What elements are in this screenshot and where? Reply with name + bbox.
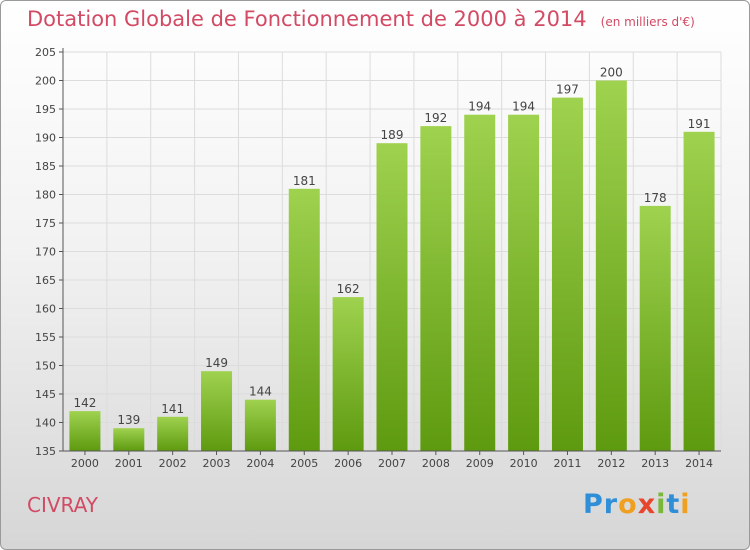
brand-letter: i bbox=[680, 489, 691, 520]
y-tick-label: 135 bbox=[35, 445, 56, 458]
bar-2010 bbox=[508, 114, 540, 451]
bar-2004 bbox=[244, 399, 276, 451]
y-tick-label: 175 bbox=[35, 217, 56, 230]
x-tick-label: 2013 bbox=[641, 457, 669, 470]
x-tick-label: 2010 bbox=[510, 457, 538, 470]
x-tick-label: 2014 bbox=[685, 457, 713, 470]
bar-value-label: 191 bbox=[688, 117, 711, 131]
brand-letter: x bbox=[637, 489, 657, 520]
x-tick-label: 2006 bbox=[334, 457, 362, 470]
bar-2007 bbox=[376, 143, 408, 451]
bar-2002 bbox=[157, 416, 189, 451]
bar-value-label: 149 bbox=[205, 356, 228, 370]
bar-2008 bbox=[420, 126, 452, 451]
y-tick-label: 145 bbox=[35, 388, 56, 401]
x-tick-label: 2003 bbox=[203, 457, 231, 470]
x-tick-label: 2000 bbox=[71, 457, 99, 470]
bar-2006 bbox=[332, 297, 364, 451]
y-tick-label: 155 bbox=[35, 331, 56, 344]
brand-letter: o bbox=[618, 489, 638, 520]
bar-2014 bbox=[683, 131, 715, 452]
x-tick-label: 2012 bbox=[597, 457, 625, 470]
y-tick-label: 180 bbox=[35, 189, 56, 202]
bar-2000 bbox=[69, 411, 101, 451]
x-tick-label: 2008 bbox=[422, 457, 450, 470]
bar-value-label: 192 bbox=[424, 111, 447, 125]
bar-value-label: 141 bbox=[161, 402, 184, 416]
y-tick-label: 150 bbox=[35, 360, 56, 373]
chart-subtitle: (en milliers d'€) bbox=[600, 15, 695, 29]
bar-value-label: 194 bbox=[468, 100, 491, 114]
chart-title-row: Dotation Globale de Fonctionnement de 20… bbox=[27, 7, 695, 31]
bar-value-label: 162 bbox=[337, 282, 360, 296]
y-tick-label: 205 bbox=[35, 46, 56, 59]
x-tick-label: 2002 bbox=[159, 457, 187, 470]
x-tick-label: 2011 bbox=[553, 457, 581, 470]
bar-value-label: 144 bbox=[249, 385, 272, 399]
bar-value-label: 189 bbox=[381, 128, 404, 142]
axes: 135 140 145 150 155 160 165 170 175 180 185 190 195 2… bbox=[35, 46, 721, 470]
chart-title: Dotation Globale de Fonctionnement de 20… bbox=[27, 7, 587, 31]
y-tick-label: 170 bbox=[35, 246, 56, 259]
brand-letter: t bbox=[666, 489, 681, 520]
bar-2013 bbox=[639, 205, 671, 451]
bar-value-label: 200 bbox=[600, 66, 623, 80]
x-tick-label: 2005 bbox=[290, 457, 318, 470]
bar-value-label: 178 bbox=[644, 191, 667, 205]
y-tick-label: 165 bbox=[35, 274, 56, 287]
y-tick-label: 140 bbox=[35, 417, 56, 430]
bar-2012 bbox=[595, 80, 627, 451]
bar-value-label: 139 bbox=[117, 413, 140, 427]
bar-value-label: 194 bbox=[512, 100, 535, 114]
proxiti-logo[interactable]: Proxiti bbox=[583, 489, 691, 520]
bar-value-label: 197 bbox=[556, 83, 579, 97]
commune-name: CIVRAY bbox=[27, 493, 98, 517]
x-tick-label: 2009 bbox=[466, 457, 494, 470]
x-tick-label: 2001 bbox=[115, 457, 143, 470]
bar-2003 bbox=[201, 371, 233, 451]
bar-2005 bbox=[288, 188, 320, 452]
x-tick-label: 2004 bbox=[246, 457, 274, 470]
y-tick-label: 160 bbox=[35, 303, 56, 316]
x-tick-label: 2007 bbox=[378, 457, 406, 470]
brand-letter: r bbox=[603, 489, 619, 520]
bar-value-label: 181 bbox=[293, 174, 316, 188]
bars: 142 139 141 149 144 181 162 189 192 194 194 197 200 1… bbox=[69, 66, 715, 452]
y-tick-label: 185 bbox=[35, 160, 56, 173]
y-tick-label: 190 bbox=[35, 132, 56, 145]
bar-2011 bbox=[551, 97, 583, 451]
bar-2009 bbox=[464, 114, 496, 451]
bar-2001 bbox=[113, 428, 145, 451]
brand-letter: P bbox=[583, 489, 604, 520]
bar-value-label: 142 bbox=[73, 396, 96, 410]
y-tick-label: 200 bbox=[35, 75, 56, 88]
brand-letter: i bbox=[656, 489, 667, 520]
y-tick-label: 195 bbox=[35, 103, 56, 116]
